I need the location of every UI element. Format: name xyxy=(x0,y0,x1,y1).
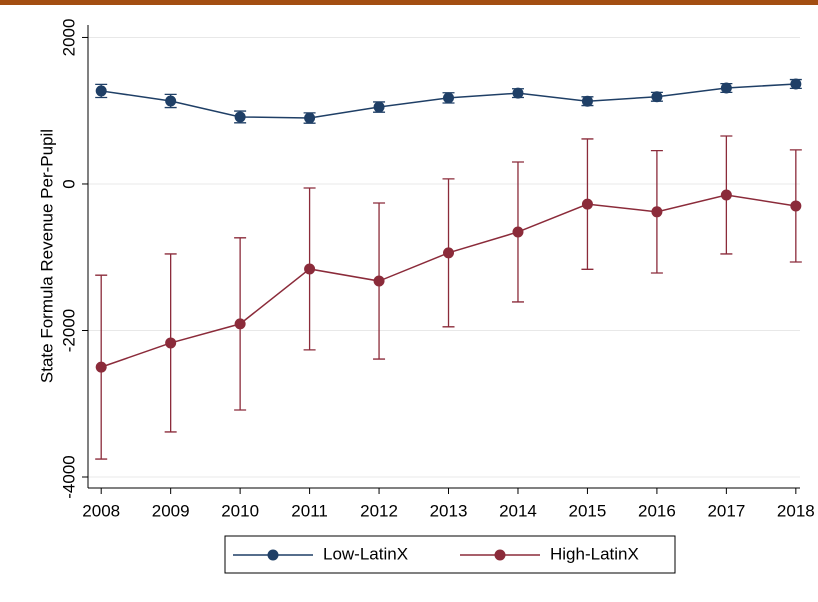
y-tick-label: 0 xyxy=(59,179,78,188)
data-point xyxy=(790,78,802,90)
legend-label: High-LatinX xyxy=(550,544,639,563)
data-point xyxy=(581,198,593,210)
data-point xyxy=(720,189,732,201)
data-point xyxy=(790,200,802,212)
legend-marker xyxy=(494,549,506,561)
legend-label: Low-LatinX xyxy=(323,544,408,563)
x-tick-label: 2013 xyxy=(430,501,468,520)
data-point xyxy=(304,263,316,275)
top-bar xyxy=(0,0,818,5)
x-tick-label: 2010 xyxy=(221,501,259,520)
x-tick-label: 2015 xyxy=(569,501,607,520)
x-tick-label: 2012 xyxy=(360,501,398,520)
data-point xyxy=(720,82,732,94)
x-tick-label: 2011 xyxy=(291,501,328,520)
data-point xyxy=(373,101,385,113)
data-point xyxy=(651,91,663,103)
data-point xyxy=(651,206,663,218)
data-point xyxy=(234,111,246,123)
x-tick-label: 2008 xyxy=(82,501,120,520)
data-point xyxy=(443,92,455,104)
data-point xyxy=(512,226,524,238)
data-point xyxy=(512,87,524,99)
x-tick-label: 2014 xyxy=(499,501,537,520)
data-point xyxy=(95,361,107,373)
x-tick-label: 2018 xyxy=(777,501,815,520)
data-point xyxy=(304,112,316,124)
x-tick-label: 2017 xyxy=(707,501,745,520)
data-point xyxy=(165,337,177,349)
y-axis-title: State Formula Revenue Per-Pupil xyxy=(37,129,56,383)
x-tick-label: 2016 xyxy=(638,501,676,520)
legend-marker xyxy=(267,549,279,561)
data-point xyxy=(95,85,107,97)
data-point xyxy=(581,95,593,107)
data-point xyxy=(165,95,177,107)
data-point xyxy=(234,318,246,330)
data-point xyxy=(443,247,455,259)
data-point xyxy=(373,275,385,287)
y-tick-label: -2000 xyxy=(59,309,78,352)
y-tick-label: 2000 xyxy=(59,19,78,57)
y-tick-label: -4000 xyxy=(59,455,78,498)
x-tick-label: 2009 xyxy=(152,501,190,520)
